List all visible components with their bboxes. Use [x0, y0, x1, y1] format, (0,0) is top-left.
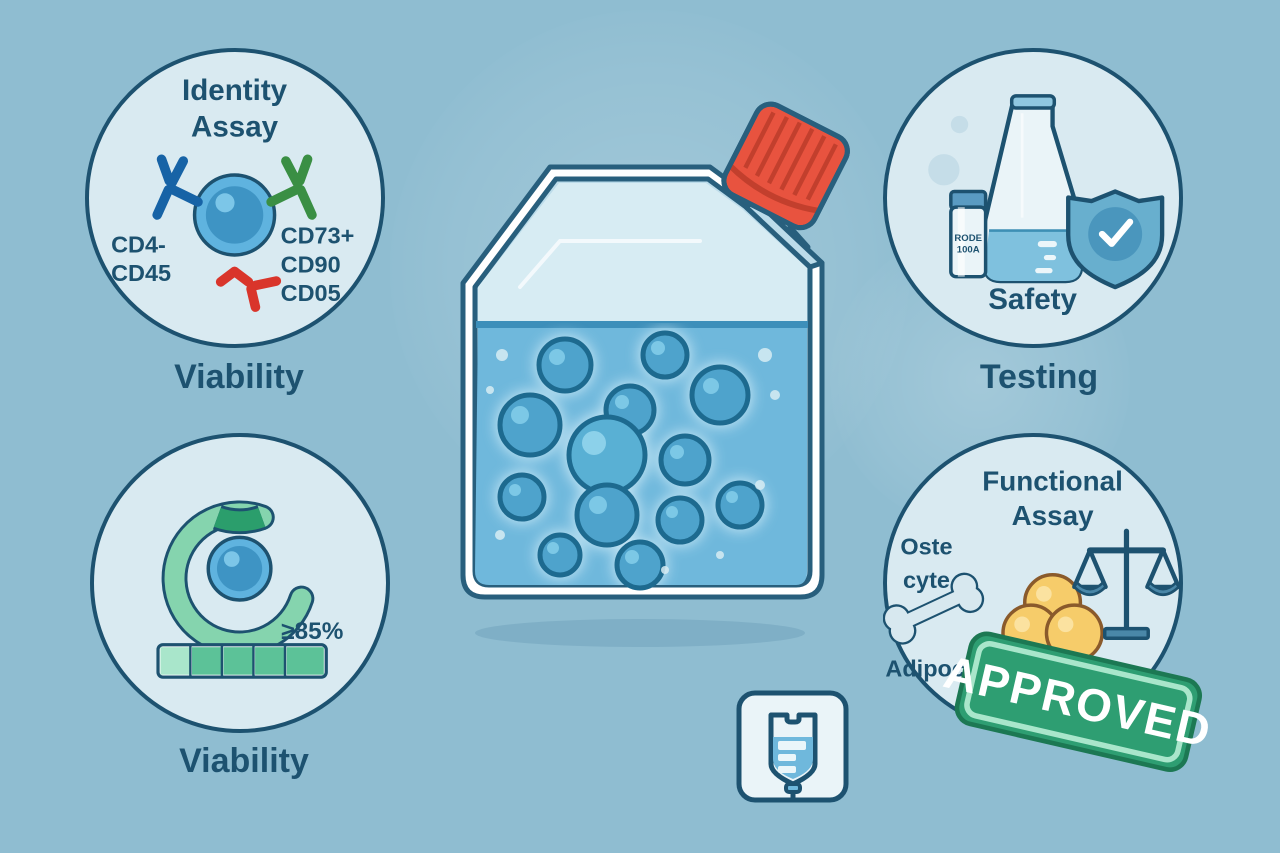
svg-text:CD73+: CD73+ [281, 223, 355, 249]
svg-text:Safety: Safety [988, 283, 1077, 316]
svg-text:CD45: CD45 [111, 260, 171, 286]
svg-text:100A: 100A [957, 244, 980, 255]
svg-text:RODE: RODE [954, 233, 982, 244]
svg-text:CD4-: CD4- [111, 231, 166, 257]
svg-text:Identity: Identity [182, 74, 288, 107]
svg-text:≥85%: ≥85% [281, 618, 343, 645]
svg-text:Assay: Assay [1012, 500, 1094, 531]
svg-text:Assay: Assay [191, 111, 279, 144]
svg-text:CD90: CD90 [281, 251, 341, 277]
svg-text:cyte: cyte [903, 567, 950, 593]
svg-text:Oste: Oste [900, 534, 952, 560]
svg-text:Functional: Functional [982, 465, 1123, 496]
svg-text:CD05: CD05 [281, 280, 341, 306]
